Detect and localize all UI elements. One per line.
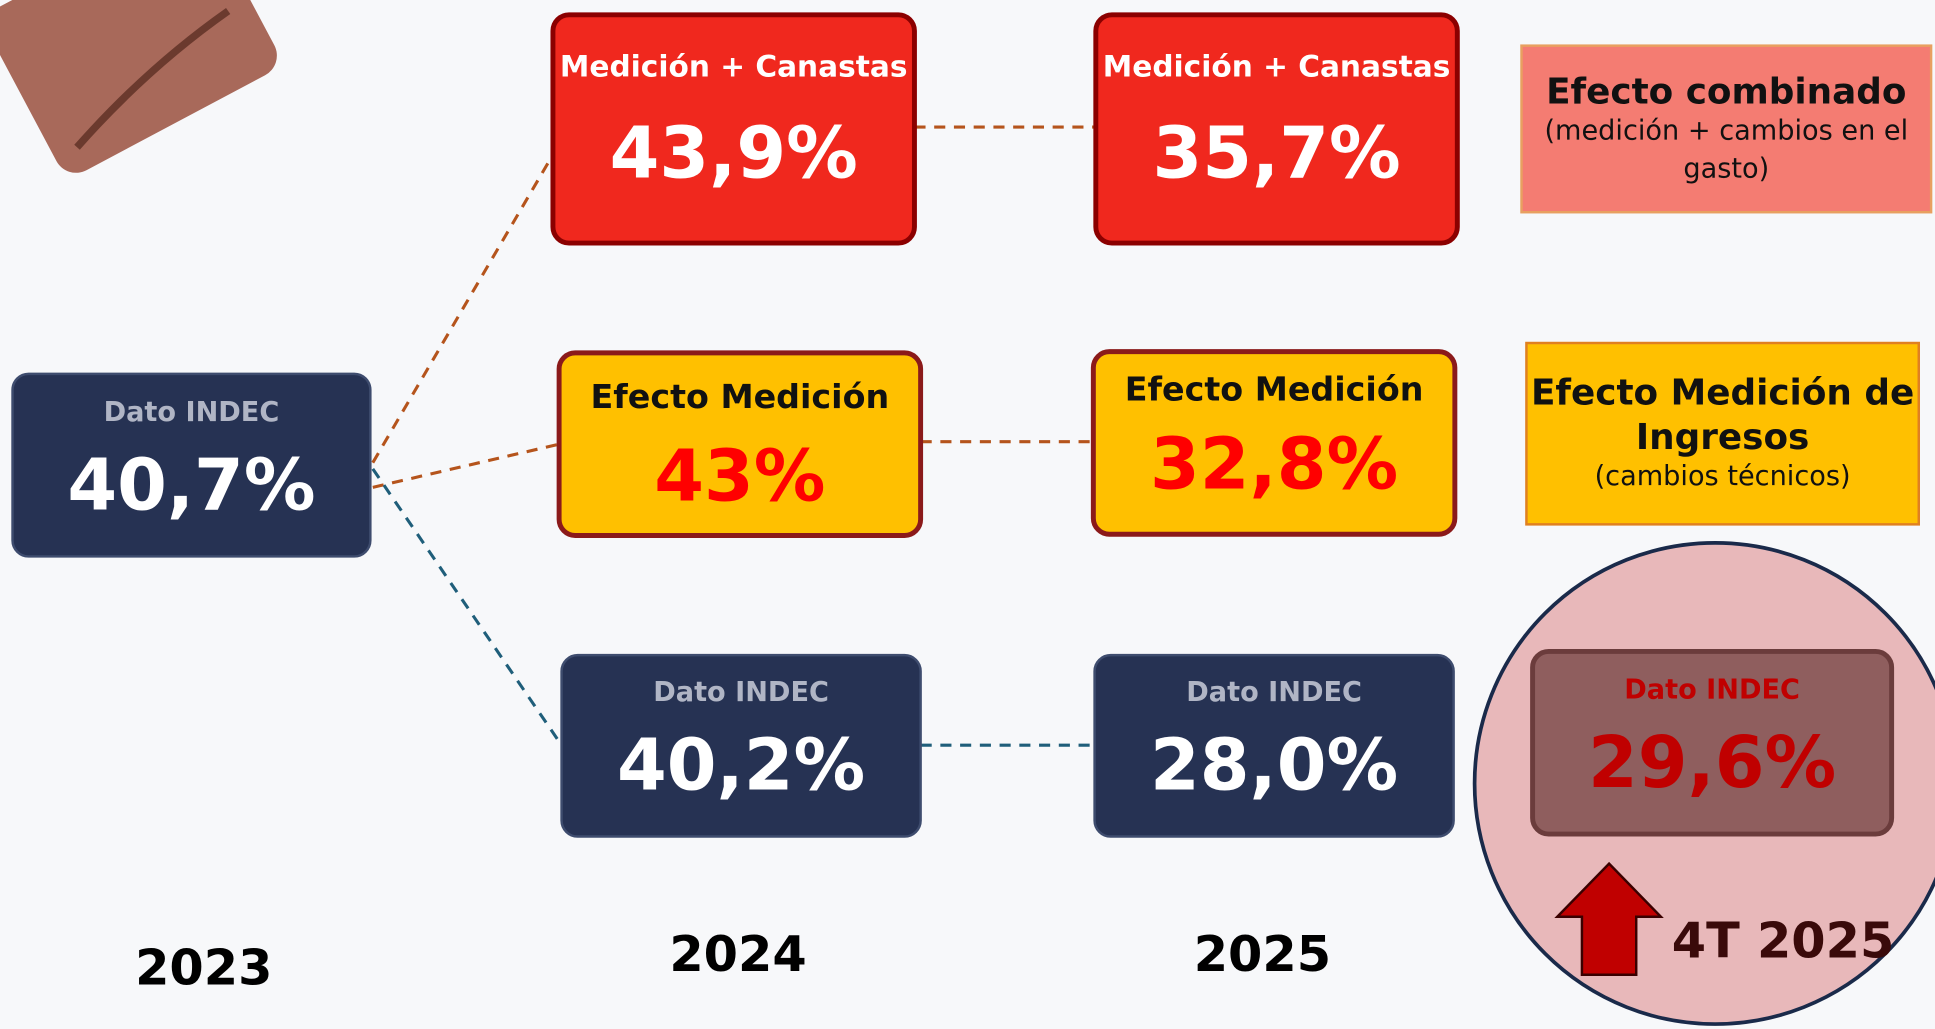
legend-box: [1525, 341, 1921, 526]
node-label: Efecto Medición: [1125, 370, 1424, 409]
node-value: 43%: [654, 435, 825, 518]
connectors: [371, 125, 1096, 747]
legend-note: (medición + cambios en el gasto): [1544, 115, 1909, 185]
node-value: 32,8%: [1150, 422, 1398, 505]
node-label: Dato INDEC: [104, 397, 280, 428]
node-box: [1530, 648, 1895, 837]
node-label: Medición + Canastas: [1103, 49, 1451, 83]
node-label: Efecto Medición: [591, 377, 890, 416]
node-value: 28,0%: [1150, 723, 1398, 806]
node-box: [1093, 653, 1455, 838]
legend-text: Efecto Medición de Ingresos (cambios téc…: [1526, 343, 1918, 524]
node-value: 43,9%: [610, 111, 858, 194]
node-box: [550, 12, 917, 246]
node-box: [1090, 349, 1458, 537]
highlight-label: 4T 2025: [1672, 911, 1895, 969]
node-label: Dato INDEC: [653, 677, 829, 708]
legend-box: [1520, 44, 1933, 214]
year-label: 2024: [669, 925, 806, 983]
node-value: 35,7%: [1152, 111, 1400, 194]
legend-entry: Efecto Medición de Ingresos (cambios téc…: [1526, 343, 1918, 524]
legend-title: Efecto combinado: [1546, 69, 1907, 112]
node-box: [11, 372, 372, 558]
node-box: [560, 653, 922, 838]
node-box: [556, 350, 924, 538]
node-box: [1093, 12, 1460, 246]
up-arrow: [1554, 861, 1664, 976]
legend-note: (cambios técnicos): [1594, 461, 1851, 493]
legend-title: Efecto Medición de Ingresos: [1530, 371, 1915, 458]
year-label: 2023: [135, 939, 272, 997]
node-value: 40,2%: [617, 723, 865, 806]
year-label: 2025: [1194, 925, 1331, 983]
node-label: Dato INDEC: [1624, 674, 1800, 705]
legend-text: Efecto combinado (medición + cambios en …: [1521, 46, 1931, 213]
node-value: 40,7%: [67, 443, 315, 526]
node-label: Medición + Canastas: [560, 49, 908, 83]
node-label: Dato INDEC: [1186, 677, 1362, 708]
node-value: 29,6%: [1588, 721, 1836, 804]
wallet-icon: [0, 0, 277, 173]
legend-entry: Efecto combinado (medición + cambios en …: [1521, 46, 1931, 213]
